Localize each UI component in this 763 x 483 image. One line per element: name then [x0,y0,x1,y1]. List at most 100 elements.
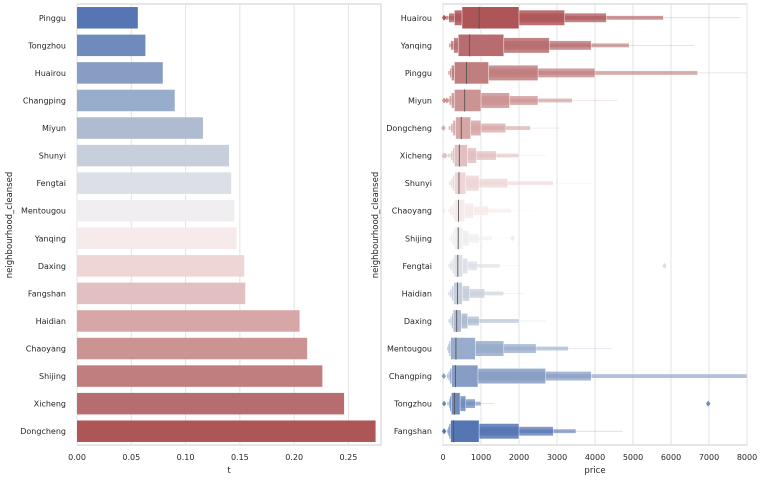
bar-x-tick-label: 0.10 [177,453,195,462]
boxen-group [446,337,613,360]
boxen-x-tick-label: 4000 [585,453,605,462]
boxen-group [441,6,741,30]
bar-x-tick-label: 0.25 [340,453,358,462]
bar [77,62,163,84]
boxen-group [447,282,526,305]
boxen-y-tick-labels: Huairou Yanqing Pinggu Miyun Dongcheng Xichen… [386,14,432,436]
boxen-box [453,254,464,278]
bar-y-tick-label: Shunyi [39,152,66,161]
boxen-group [447,61,747,85]
bar-series [77,7,376,442]
boxen-x-axis-label: price [584,466,605,476]
bar-y-tick-label: Pinggu [39,14,66,23]
boxen-y-axis-label: neighbourhood_cleansed [371,172,381,278]
bar-y-axis-label: neighbourhood_cleansed [5,172,15,278]
boxen-y-tick-label: Huairou [401,14,432,23]
boxen-y-tick-label: Pinggu [405,69,432,78]
boxen-x-tick-label: 8000 [737,453,757,462]
boxen-chart-panel: Huairou Yanqing Pinggu Miyun Dongcheng Xichen… [371,3,757,476]
boxen-outlier [443,152,448,159]
bar-chart-panel: Pinggu Tongzhou Huairou Changping Miyun Shuny… [5,3,382,476]
bar [77,89,175,112]
boxen-group [441,364,748,388]
boxen-outlier [441,125,446,132]
boxen-outlier [441,373,447,380]
boxen-box [457,34,505,57]
bar-y-tick-label: Daxing [38,262,66,271]
boxen-box [453,282,463,305]
bar [77,392,345,415]
bar-x-tick-label: 0.15 [231,453,249,462]
bar [77,282,246,305]
boxen-box [448,318,520,324]
boxen-group [441,392,711,415]
boxen-x-tick-labels: 0 1000 2000 3000 4000 5000 6000 7000 8000 [440,453,757,462]
boxen-box [454,89,482,112]
boxen-outlier [510,235,515,242]
bar [77,117,203,139]
bar [77,172,232,194]
boxen-group [441,144,546,167]
bar [77,227,237,250]
boxen-y-tick-label: Fangshan [394,427,432,436]
bar-y-tick-label: Huairou [35,69,66,78]
bar-y-tick-label: Fengtai [37,179,67,188]
bar-y-tick-label: Xicheng [34,400,66,409]
boxen-outlier [444,97,450,104]
boxen-y-tick-label: Xicheng [400,152,432,161]
boxen-box [455,116,471,140]
boxen-y-tick-label: Miyun [408,96,432,105]
boxen-box [454,171,467,195]
boxen-outlier [441,400,447,407]
bar-y-tick-label: Fangshan [28,289,66,298]
bar-x-tick-label: 0.00 [68,453,86,462]
bar-y-tick-label: Yanqing [34,234,66,243]
boxen-box [446,373,748,379]
boxen-group [441,199,536,222]
boxen-y-tick-label: Fengtai [403,262,433,271]
boxen-outlier [441,207,447,214]
boxen-group [441,116,561,140]
boxen-outlier [705,400,711,407]
bar [77,310,300,332]
boxen-box [454,61,489,85]
bar [77,337,308,360]
boxen-group [448,227,515,250]
boxen-box [453,309,462,333]
boxen-x-tick-label: 7000 [699,453,719,462]
bar-y-tick-label: Tongzhou [27,41,66,50]
bar-y-tick-label: Changping [23,96,66,105]
boxen-group [447,254,667,278]
boxen-box [451,364,479,388]
boxen-y-tick-label: Daxing [404,317,432,326]
boxen-x-tick-label: 0 [440,453,445,462]
boxen-group [448,309,546,333]
boxen-y-tick-label: Mentougou [387,345,432,354]
bar [77,365,323,387]
bar [77,7,138,29]
boxen-x-tick-label: 3000 [547,453,567,462]
boxen-group [441,89,618,112]
boxen-y-tick-label: Shijing [405,234,432,243]
boxen-group [448,34,695,57]
boxen-y-tick-label: Changping [389,372,432,381]
boxen-box [450,419,480,443]
bar-y-tick-labels: Pinggu Tongzhou Huairou Changping Miyun Shuny… [20,14,66,436]
bar-y-tick-label: Shijing [39,372,66,381]
bar-y-tick-label: Miyun [42,124,66,133]
boxen-box [450,337,476,360]
boxen-y-tick-label: Tongzhou [393,400,432,409]
boxen-y-tick-label: Haidian [402,289,432,298]
bar [77,144,229,167]
boxen-box [454,144,468,167]
bar-x-tick-label: 0.05 [122,453,140,462]
boxen-y-tick-label: Yanqing [400,41,432,50]
bar [77,420,376,442]
boxen-box [451,392,461,415]
boxen-y-tick-label: Shunyi [405,179,432,188]
bar [77,199,235,222]
bar-x-axis-label: t [227,466,231,476]
boxen-y-tick-label: Dongcheng [386,124,432,133]
boxen-x-tick-label: 2000 [509,453,529,462]
